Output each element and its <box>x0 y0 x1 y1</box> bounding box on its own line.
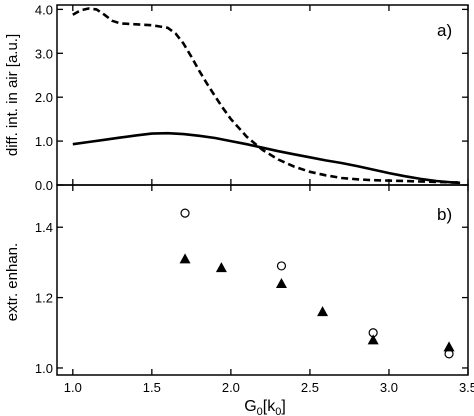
filled-triangle-point <box>317 306 329 317</box>
filled-triangle-point <box>275 278 287 289</box>
x-axis-label: G0[k0] <box>244 398 286 416</box>
panel-b-frame <box>56 184 469 376</box>
filled-triangle-point <box>367 334 379 345</box>
panel-a-ticks: 0.0 1.0 2.0 3.0 4.0 <box>35 2 469 193</box>
y-tick-label: 1.0 <box>35 134 53 149</box>
panel-a-series <box>72 7 461 185</box>
panel-a-label: a) <box>437 21 452 40</box>
open-circle-point <box>276 261 287 271</box>
y-tick-label: 1.2 <box>35 291 53 306</box>
solid-series-line <box>72 131 461 185</box>
x-tick-label: 2.5 <box>301 380 319 395</box>
x-tick-label: 1.5 <box>143 380 161 395</box>
filled-triangle-point <box>215 262 227 273</box>
x-tick-label: 3.5 <box>459 380 474 395</box>
dashed-series-line <box>72 7 461 184</box>
y-tick-label: 1.0 <box>35 361 53 376</box>
y-tick-label: 1.4 <box>35 220 53 235</box>
x-tick-label: 3.0 <box>380 380 398 395</box>
panel-b-series <box>179 208 455 359</box>
x-tick-label: 1.0 <box>64 380 82 395</box>
filled-triangle-point <box>443 341 455 352</box>
filled-triangle-point <box>179 253 191 264</box>
y-tick-label: 2.0 <box>35 90 53 105</box>
panel-a-frame <box>56 4 469 186</box>
y-tick-label: 3.0 <box>35 46 53 61</box>
y-tick-label: 4.0 <box>35 2 53 17</box>
panel-b-ticks: 1.0 1.2 1.4 1.0 1.5 2.0 2.5 3.0 3.5 <box>35 185 474 395</box>
y-tick-label: 0.0 <box>35 178 53 193</box>
panel-a-ylabel: diff. int. in air [a.u.] <box>4 34 21 156</box>
panel-b-label: b) <box>437 205 452 224</box>
x-tick-label: 2.0 <box>222 380 240 395</box>
open-circle-point <box>180 208 190 218</box>
panel-b-ylabel: extr. enhan. <box>4 243 21 321</box>
